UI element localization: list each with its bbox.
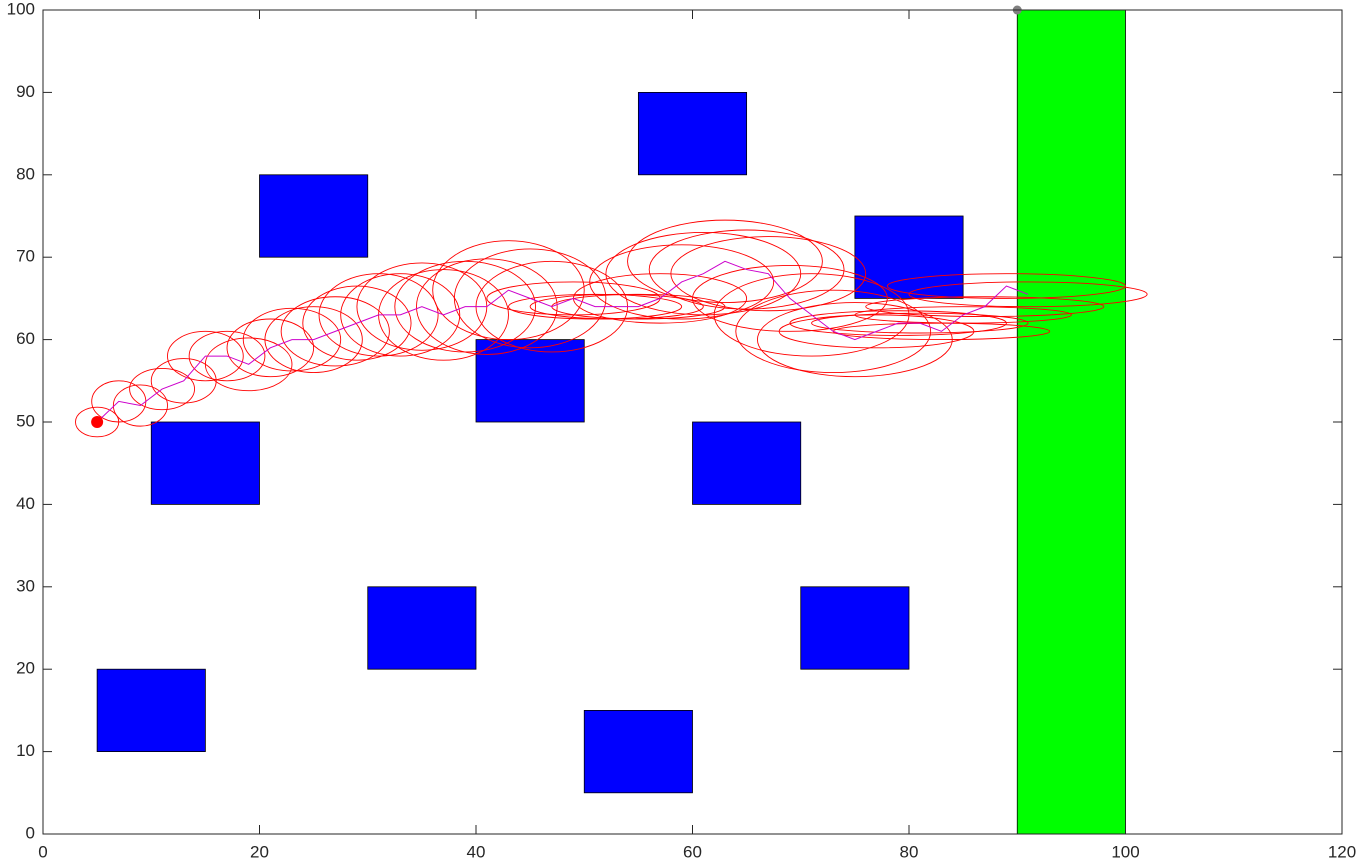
y-tick-label: 80 [16,164,35,183]
y-tick-label: 10 [16,741,35,760]
uncertainty-ellipse [865,296,1105,317]
uncertainty-ellipse [811,312,1029,334]
y-tick-label: 20 [16,659,35,678]
uncertainty-ellipse [432,240,585,341]
uncertainty-ellipse [854,306,1072,324]
obstacle [367,586,477,670]
obstacle [692,421,802,505]
uncertainty-ellipse [670,236,867,312]
uncertainty-ellipse [648,229,845,310]
obstacle [854,215,964,299]
y-tick-label: 40 [16,494,35,513]
uncertainty-ellipse [167,330,244,382]
uncertainty-ellipse [280,296,390,367]
goal-region [1016,9,1126,835]
x-tick-label: 60 [683,842,702,861]
obstacle [96,668,206,753]
x-tick-label: 80 [900,842,919,861]
y-tick-label: 50 [16,411,35,430]
point [91,416,104,428]
uncertainty-ellipse [340,273,461,357]
uncertainty-ellipse [129,367,196,411]
x-tick-label: 100 [1111,842,1139,861]
x-tick-label: 0 [38,842,47,861]
y-tick-label: 90 [16,82,35,101]
y-tick-label: 70 [16,247,35,266]
y-tick-label: 100 [7,0,35,18]
uncertainty-ellipse [112,384,168,427]
uncertainty-ellipse [242,307,342,372]
x-tick-label: 20 [250,842,269,861]
uncertainty-ellipse [735,289,932,374]
uncertainty-ellipse [908,281,1148,308]
y-tick-label: 0 [26,823,35,842]
uncertainty-ellipse [713,273,910,357]
obstacle [475,339,585,423]
uncertainty-ellipse [226,318,315,378]
x-tick-label: 120 [1328,842,1356,861]
uncertainty-ellipse [692,264,888,332]
obstacle [150,421,260,505]
path-line [96,260,1029,423]
y-tick-label: 30 [16,576,35,595]
uncertainty-ellipse [302,285,412,361]
obstacle [259,174,369,258]
uncertainty-ellipse [789,310,1007,336]
obstacle [637,92,748,176]
uncertainty-ellipse [589,244,775,320]
obstacle [800,586,910,670]
x-tick-label: 40 [467,842,486,861]
uncertainty-ellipse [264,306,363,374]
uncertainty-ellipse [416,258,558,355]
uncertainty-ellipse [886,273,1126,299]
uncertainty-ellipse [188,330,266,382]
obstacle [583,710,693,794]
uncertainty-ellipse [204,337,293,392]
uncertainty-ellipse [150,358,217,404]
uncertainty-ellipse [627,219,823,303]
y-tick-label: 60 [16,329,35,348]
uncertainty-ellipse [453,248,607,349]
